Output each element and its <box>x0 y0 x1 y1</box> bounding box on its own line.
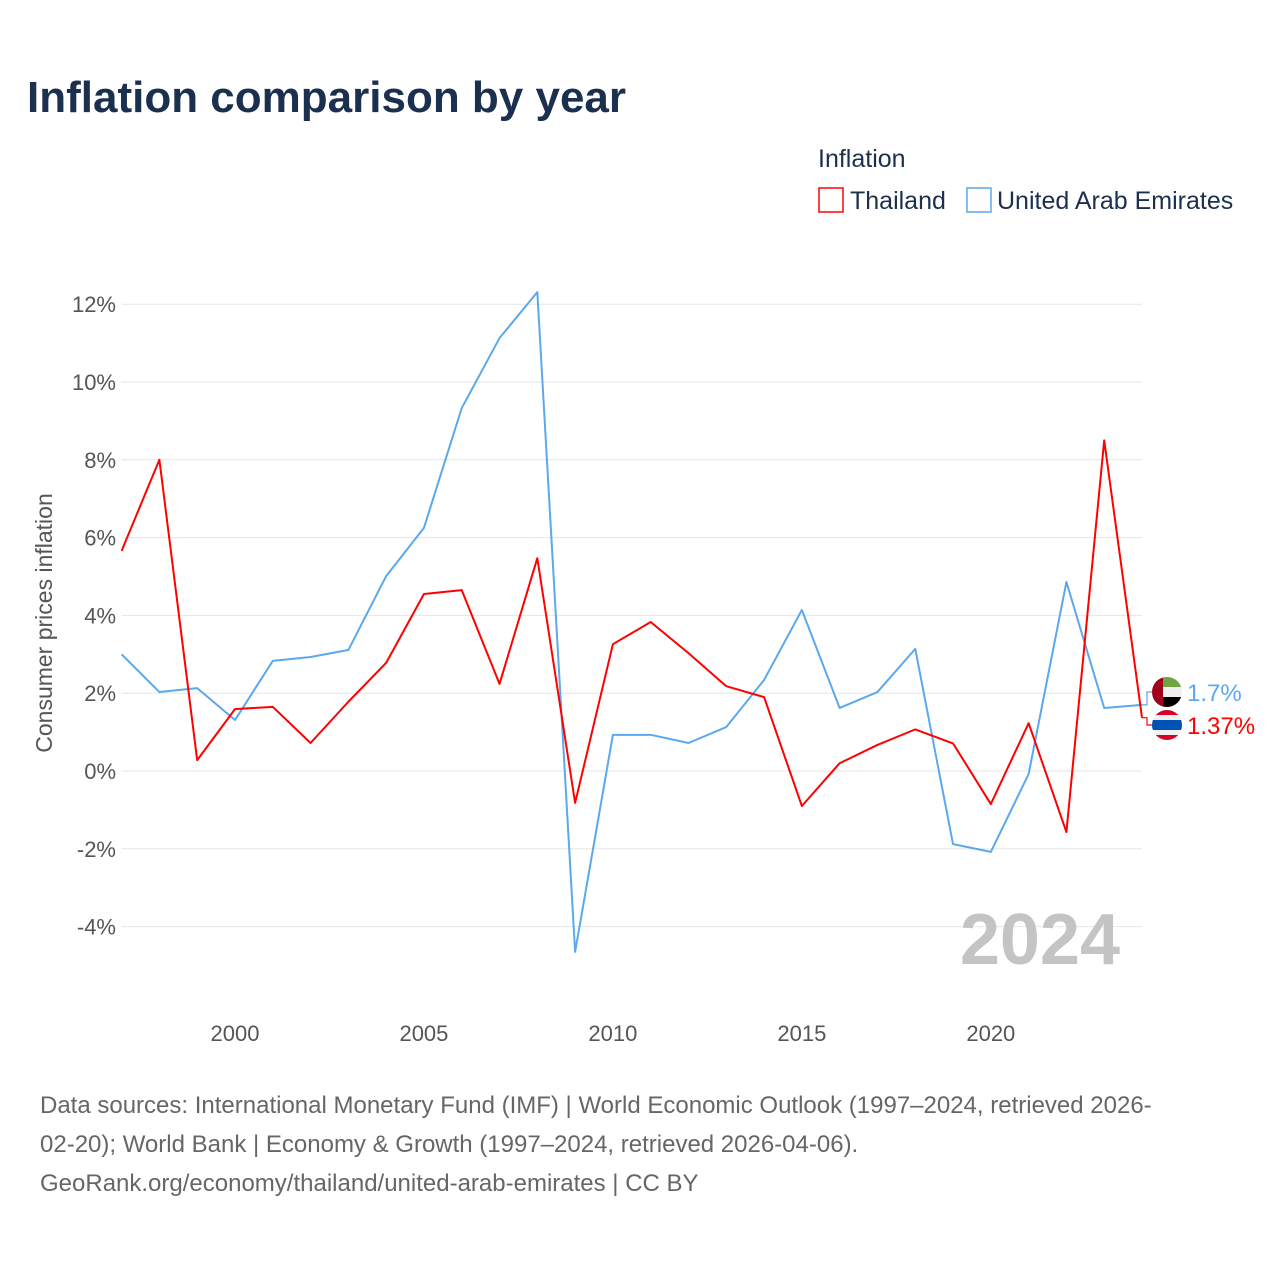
y-tick-label: 12% <box>72 292 116 317</box>
y-tick-label: -4% <box>77 915 116 940</box>
legend-label-uae: United Arab Emirates <box>997 187 1233 215</box>
y-tick-label: 8% <box>84 448 116 473</box>
year-watermark: 2024 <box>960 900 1120 980</box>
footer-source-line1: Data sources: International Monetary Fun… <box>40 1092 1152 1119</box>
end-value-label: 1.7% <box>1187 680 1242 707</box>
y-tick-label: 0% <box>84 759 116 784</box>
footer-source-link[interactable]: GeoRank.org/economy/thailand/united-arab… <box>40 1170 699 1197</box>
chart-title: Inflation comparison by year <box>27 73 626 122</box>
legend-swatch-thailand <box>819 188 843 212</box>
y-tick-label: 6% <box>84 526 116 551</box>
x-tick-label: 2015 <box>777 1021 826 1046</box>
x-tick-label: 2000 <box>211 1021 260 1046</box>
y-tick-label: -2% <box>77 837 116 862</box>
y-tick-label: 10% <box>72 370 116 395</box>
x-tick-label: 2005 <box>399 1021 448 1046</box>
legend-label-thailand: Thailand <box>850 187 946 215</box>
x-tick-label: 2010 <box>588 1021 637 1046</box>
legend-item-thailand[interactable]: Thailand <box>819 187 946 215</box>
legend-item-uae[interactable]: United Arab Emirates <box>967 187 1233 215</box>
legend-swatch-uae <box>967 188 991 212</box>
legend-title: Inflation <box>818 145 906 173</box>
x-tick-label: 2020 <box>966 1021 1015 1046</box>
uae-flag-icon <box>1152 677 1182 707</box>
y-axis-label: Consumer prices inflation <box>31 493 57 753</box>
y-tick-label: 4% <box>84 603 116 628</box>
end-value-label: 1.37% <box>1187 713 1255 740</box>
footer-source-line2: 02-20); World Bank | Economy & Growth (1… <box>40 1131 858 1158</box>
series-line-thailand[interactable] <box>122 440 1142 832</box>
y-tick-label: 2% <box>84 681 116 706</box>
series-line-uae[interactable] <box>122 292 1142 952</box>
thailand-flag-icon <box>1152 710 1182 740</box>
